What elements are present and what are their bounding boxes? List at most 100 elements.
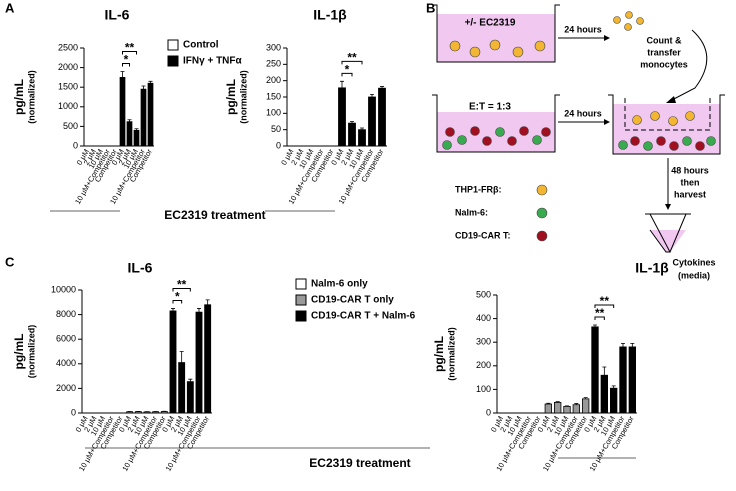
significance-bracket xyxy=(122,51,137,55)
error-bar xyxy=(593,324,597,327)
legend-swatch xyxy=(167,39,179,51)
bar xyxy=(628,346,636,414)
chart-title: IL-6 xyxy=(128,260,153,276)
y-axis-label: pg/mL xyxy=(432,336,446,372)
cell xyxy=(650,111,660,121)
y-tick-label: 0 xyxy=(486,407,491,417)
error-bar xyxy=(205,299,210,305)
cell xyxy=(532,135,542,145)
y-axis-label: pg/mL xyxy=(12,79,26,115)
cell xyxy=(656,136,666,146)
error-bar xyxy=(370,93,374,97)
bar xyxy=(119,77,126,147)
legend-swatch xyxy=(295,294,307,306)
step-label: then xyxy=(681,177,700,187)
error-bar xyxy=(555,401,560,403)
significance-label: ** xyxy=(347,50,357,64)
bar xyxy=(358,129,366,147)
y-tick-label: 300 xyxy=(266,42,281,52)
error-bar xyxy=(350,121,354,124)
cell xyxy=(442,140,452,150)
bar xyxy=(143,411,151,414)
y-tick-label: 6000 xyxy=(56,334,76,344)
bar xyxy=(338,87,346,147)
y-tick-label: 100 xyxy=(476,384,491,394)
bar xyxy=(140,88,147,147)
chart-title: IL-6 xyxy=(105,7,130,23)
step-label: transfer xyxy=(647,47,681,57)
tube xyxy=(645,213,691,253)
y-tick-label: 400 xyxy=(476,313,491,323)
legend-swatch xyxy=(295,310,307,322)
bar xyxy=(204,304,212,414)
error-bar xyxy=(179,351,184,363)
step-label: Count & xyxy=(647,35,682,45)
y-tick-label: 0 xyxy=(276,140,281,150)
significance-bracket xyxy=(594,304,615,308)
cell xyxy=(632,115,642,125)
bar xyxy=(178,362,186,414)
arrow-label: 24 hours xyxy=(564,24,602,34)
y-tick-label: 10000 xyxy=(51,284,76,294)
panel-label: C xyxy=(5,254,15,269)
bar xyxy=(195,311,203,414)
arrowhead xyxy=(604,119,610,125)
cell xyxy=(624,23,632,31)
cell xyxy=(541,127,551,137)
cell xyxy=(489,39,501,51)
monocytes xyxy=(613,11,644,31)
bar xyxy=(610,387,618,414)
y-tick-label: 1000 xyxy=(58,101,78,111)
cell xyxy=(695,141,705,151)
error-bar xyxy=(127,119,132,122)
legend-label: CD19-CAR T: xyxy=(455,230,511,240)
cell xyxy=(643,141,653,151)
error-bar xyxy=(141,85,146,90)
bar xyxy=(126,121,133,147)
bar xyxy=(600,374,608,414)
error-bar xyxy=(380,86,384,89)
arrowhead xyxy=(666,96,676,103)
error-bar xyxy=(630,342,635,347)
legend-swatch xyxy=(536,207,548,219)
cell xyxy=(482,136,492,146)
legend-label: Nalm-6: xyxy=(455,207,488,217)
significance-bracket xyxy=(341,60,363,65)
error-bar xyxy=(611,385,616,389)
legend-label: Nalm-6 only xyxy=(311,279,368,290)
bar xyxy=(160,411,168,414)
cell xyxy=(507,136,517,146)
legend-swatch xyxy=(536,230,548,242)
well xyxy=(608,94,725,155)
bar xyxy=(134,411,142,414)
y-tick-label: 0 xyxy=(71,407,76,417)
arrowhead xyxy=(604,35,610,41)
significance-label: ** xyxy=(125,41,135,55)
bar xyxy=(169,310,177,414)
significance-label: ** xyxy=(595,306,605,320)
significance-label: * xyxy=(124,53,129,67)
co-culture-cells xyxy=(442,126,551,150)
cell xyxy=(534,40,546,52)
y-tick-label: 500 xyxy=(476,289,491,299)
well-label: +/- EC2319 xyxy=(465,18,516,29)
error-bar xyxy=(188,378,193,382)
x-axis-label: EC2319 treatment xyxy=(309,456,410,470)
bar xyxy=(582,398,590,414)
y-axis-label: (normalized) xyxy=(446,327,456,381)
significance-bracket xyxy=(594,316,605,320)
error-bar xyxy=(134,128,139,131)
cell xyxy=(519,126,529,136)
bar xyxy=(572,404,580,414)
tube-label: (media) xyxy=(678,270,710,280)
error-bar xyxy=(546,402,551,405)
significance-bracket xyxy=(122,63,130,67)
legend-label: THP1-FRβ: xyxy=(455,184,502,194)
legend-label: IFNγ + TNFα xyxy=(183,56,243,67)
y-tick-label: 300 xyxy=(476,337,491,347)
cell xyxy=(630,136,640,146)
bar xyxy=(591,326,599,414)
well xyxy=(432,4,560,63)
arrowhead xyxy=(665,204,671,210)
